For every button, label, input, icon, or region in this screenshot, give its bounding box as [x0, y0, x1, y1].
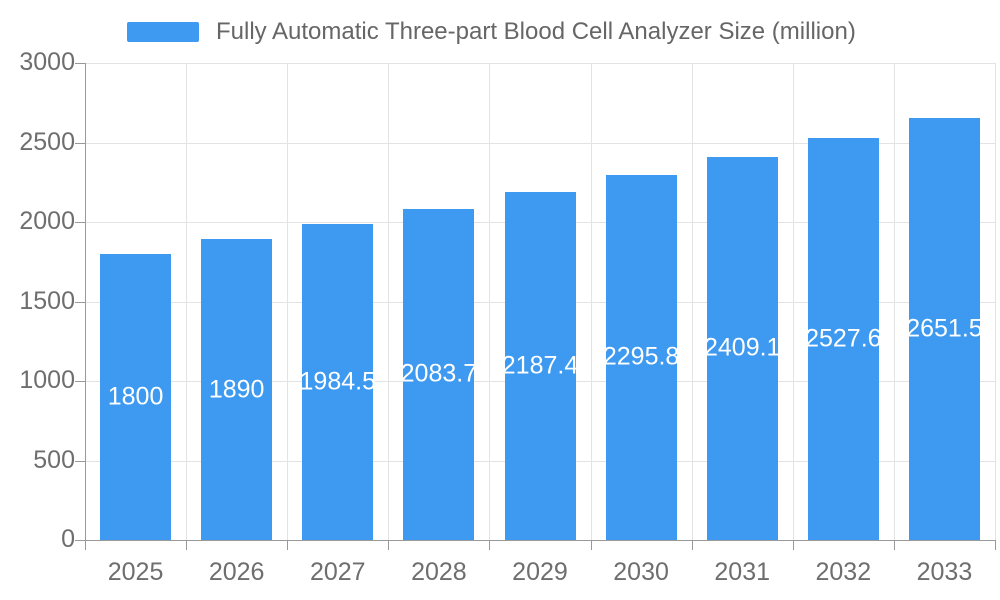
- y-axis-line: [85, 63, 86, 541]
- bar-value-label: 1800: [107, 382, 164, 411]
- gridline-horizontal: [85, 63, 995, 64]
- x-tick-label: 2026: [208, 558, 265, 586]
- gridline-vertical: [691, 63, 693, 540]
- y-axis-tick: [75, 222, 85, 223]
- x-tick-label: 2031: [714, 558, 771, 586]
- bar-value-label: 2187.4: [501, 351, 579, 380]
- x-axis-tick: [590, 540, 592, 550]
- y-axis-tick: [75, 63, 85, 64]
- legend-item[interactable]: Fully Automatic Three-part Blood Cell An…: [127, 19, 856, 45]
- gridline-horizontal: [85, 142, 995, 144]
- bar-2031[interactable]: [706, 156, 778, 540]
- x-axis-tick: [489, 540, 491, 550]
- x-axis-line: [85, 540, 996, 541]
- x-tick-label: 2028: [411, 558, 467, 586]
- x-tick-label: 2029: [512, 558, 568, 586]
- bar-value-label: 2295.8: [602, 342, 680, 371]
- y-tick-label: 500: [33, 445, 75, 474]
- x-tick-label: 2027: [309, 558, 366, 586]
- bar-value-label: 2527.6: [805, 324, 882, 353]
- gridline-vertical: [388, 63, 390, 540]
- y-axis-tick: [75, 381, 85, 382]
- x-axis-tick: [792, 540, 794, 550]
- gridline-vertical: [186, 63, 188, 540]
- x-axis-tick: [186, 540, 188, 550]
- x-tick-label: 2025: [107, 558, 164, 586]
- x-axis-tick: [85, 540, 86, 550]
- bar-value-label: 1890: [208, 375, 265, 404]
- legend-swatch: [127, 22, 199, 42]
- bar-value-label: 2409.1: [703, 333, 781, 362]
- bar-value-label: 2651.5: [906, 314, 983, 343]
- y-tick-label: 0: [61, 525, 75, 553]
- x-axis-tick: [893, 540, 895, 550]
- bar-2025[interactable]: [100, 253, 172, 540]
- bar-value-label: 1984.5: [299, 367, 376, 396]
- gridline-vertical: [287, 63, 289, 540]
- bar-2030[interactable]: [605, 174, 677, 540]
- gridline-vertical: [792, 63, 794, 540]
- bar-2027[interactable]: [302, 224, 374, 540]
- x-axis-tick: [388, 540, 390, 550]
- y-tick-label: 2500: [19, 127, 75, 156]
- x-axis-tick: [287, 540, 289, 550]
- legend-label: Fully Automatic Three-part Blood Cell An…: [216, 18, 856, 45]
- y-tick-label: 2000: [19, 207, 75, 235]
- x-tick-label: 2033: [916, 558, 973, 586]
- bar-2033[interactable]: [908, 118, 980, 540]
- y-tick-label: 1500: [19, 286, 75, 315]
- bar-value-label: 2083.7: [400, 359, 478, 388]
- x-tick-label: 2030: [613, 558, 669, 586]
- gridline-vertical: [995, 63, 996, 540]
- y-tick-label: 1000: [19, 366, 75, 394]
- y-axis-tick: [75, 460, 85, 462]
- x-axis-tick: [995, 540, 996, 550]
- gridline-vertical: [489, 63, 491, 540]
- y-axis-tick: [75, 142, 85, 144]
- gridline-vertical: [590, 63, 592, 540]
- bar-2029[interactable]: [504, 192, 576, 540]
- y-axis-tick: [75, 301, 85, 303]
- x-tick-label: 2032: [815, 558, 872, 586]
- bar-2032[interactable]: [807, 138, 879, 540]
- gridline-vertical: [893, 63, 895, 540]
- y-axis-tick: [75, 540, 85, 541]
- y-tick-label: 3000: [19, 48, 75, 76]
- x-axis-tick: [691, 540, 693, 550]
- bar-2026[interactable]: [201, 239, 273, 540]
- bar-2028[interactable]: [403, 208, 475, 540]
